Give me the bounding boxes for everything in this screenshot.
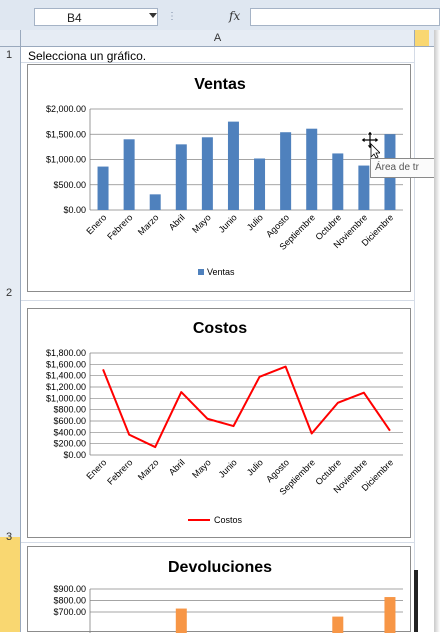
- bar[interactable]: [384, 597, 396, 633]
- y-tick-label: $500.00: [53, 180, 86, 190]
- chart-costos-canvas: Costos $0.00$200.00 $400.00$600.00$800.00…: [46, 320, 403, 525]
- y-tick-label: $700.00: [53, 607, 86, 617]
- row-divider: [21, 542, 414, 543]
- x-tick-label: Mayo: [190, 457, 213, 480]
- chart-title: Ventas: [194, 76, 246, 93]
- x-tick-label: Febrero: [105, 212, 134, 241]
- bar[interactable]: [254, 158, 266, 210]
- bar[interactable]: [149, 194, 161, 210]
- bar[interactable]: [175, 144, 187, 210]
- row-header-column: 1 2 3: [0, 47, 21, 632]
- insert-function-button[interactable]: fx: [229, 9, 241, 23]
- chart-title: Costos: [193, 320, 247, 337]
- y-tick-label: $1,200.00: [46, 382, 86, 392]
- chart-area-tooltip: Área de tr: [370, 158, 440, 178]
- chart-ventas[interactable]: Ventas $0.00 $500.00 $1,000.00 $1,500.00 $2,…: [27, 64, 411, 292]
- x-tick-label: Enero: [84, 212, 108, 236]
- formula-bar: B4 ⋮ fx: [0, 0, 440, 31]
- formula-input[interactable]: [250, 8, 440, 26]
- y-tick-label: $2,000.00: [46, 104, 86, 114]
- y-tick-label: $800.00: [53, 405, 86, 415]
- x-tick-label: Marzo: [136, 457, 161, 482]
- chart-title: Devoluciones: [168, 559, 272, 576]
- x-tick-label: Julio: [245, 457, 265, 477]
- name-box-dropdown-icon[interactable]: [149, 13, 157, 18]
- cell-a1[interactable]: Selecciona un gráfico.: [28, 49, 147, 63]
- resize-handle-icon[interactable]: ⋮: [167, 11, 178, 22]
- column-divider: [414, 47, 415, 632]
- x-tick-label: Abril: [167, 212, 187, 232]
- bar[interactable]: [175, 608, 187, 633]
- row-header-selected[interactable]: [0, 537, 20, 632]
- y-tick-label: $0.00: [63, 450, 86, 460]
- row-header-3[interactable]: 3: [6, 531, 13, 543]
- row-divider: [21, 300, 414, 301]
- bar[interactable]: [97, 166, 109, 210]
- x-tick-label: Junio: [217, 457, 239, 479]
- x-tick-label: Febrero: [105, 457, 134, 486]
- x-tick-label: Marzo: [136, 212, 161, 237]
- row-header-2[interactable]: 2: [6, 287, 13, 299]
- name-box[interactable]: B4: [34, 8, 158, 26]
- bar[interactable]: [227, 121, 239, 210]
- window-shadow: [434, 30, 440, 632]
- column-header-row: A: [0, 30, 440, 47]
- x-tick-label: Julio: [245, 212, 265, 232]
- y-tick-label: $1,600.00: [46, 359, 86, 369]
- chart-devoluciones[interactable]: Devoluciones $700.00 $800.00 $900.00: [27, 546, 411, 633]
- chart-edge-shadow: [414, 570, 418, 632]
- y-tick-label: $400.00: [53, 427, 86, 437]
- bar[interactable]: [201, 137, 213, 210]
- y-tick-label: $0.00: [63, 205, 86, 215]
- y-tick-label: $900.00: [53, 584, 86, 594]
- bar[interactable]: [358, 165, 370, 210]
- y-tick-label: $1,800.00: [46, 348, 86, 358]
- legend-label: Ventas: [207, 267, 235, 277]
- y-tick-label: $1,000.00: [46, 155, 86, 165]
- y-tick-label: $600.00: [53, 416, 86, 426]
- column-header-b[interactable]: [414, 30, 429, 46]
- y-tick-label: $1,000.00: [46, 393, 86, 403]
- column-header-a[interactable]: A: [213, 32, 222, 44]
- bar[interactable]: [332, 616, 344, 633]
- x-tick-label: Junio: [217, 212, 239, 234]
- bar[interactable]: [332, 153, 344, 210]
- legend-label: Costos: [214, 515, 243, 525]
- x-tick-label: Enero: [84, 457, 108, 481]
- y-tick-label: $1,400.00: [46, 371, 86, 381]
- bar[interactable]: [280, 132, 292, 210]
- y-tick-label: $200.00: [53, 439, 86, 449]
- select-all-corner[interactable]: [0, 30, 21, 46]
- chart-devoluciones-canvas: Devoluciones $700.00$800.00 $900.00: [53, 559, 403, 633]
- chart-ventas-canvas: Ventas $0.00 $500.00 $1,000.00 $1,500.00 $2,…: [46, 76, 403, 277]
- y-tick-label: $800.00: [53, 596, 86, 606]
- bar[interactable]: [123, 139, 135, 210]
- legend-swatch: [198, 269, 204, 275]
- x-tick-label: Abril: [167, 457, 187, 477]
- formula-controls: ⋮ fx: [165, 8, 250, 26]
- bar[interactable]: [306, 128, 318, 210]
- x-tick-label: Mayo: [190, 212, 213, 235]
- row-divider: [21, 62, 414, 63]
- move-cursor-icon: [360, 130, 380, 158]
- y-tick-label: $1,500.00: [46, 129, 86, 139]
- row-header-1[interactable]: 1: [6, 49, 13, 61]
- series-line[interactable]: [102, 365, 391, 449]
- chart-costos[interactable]: Costos $0.00 $200.00 $400.00 $600.00 $800.00…: [27, 308, 411, 538]
